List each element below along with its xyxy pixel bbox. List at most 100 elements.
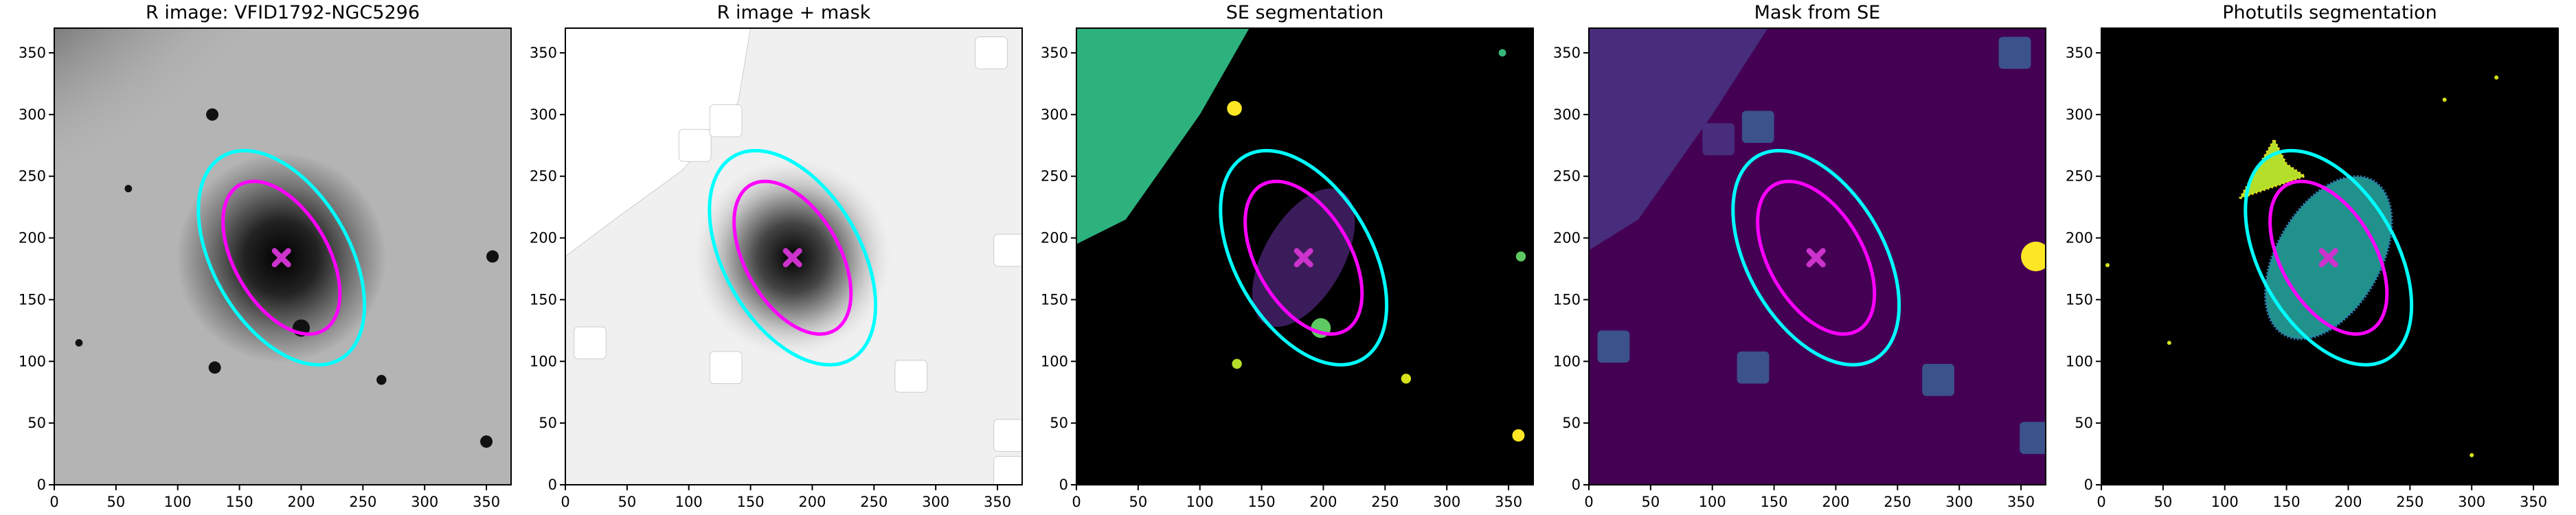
image-feature	[1515, 251, 1526, 262]
image-feature	[1922, 363, 1954, 396]
image-feature	[1512, 429, 1525, 442]
x-tick-label: 50	[106, 494, 125, 510]
image-feature	[1232, 358, 1242, 369]
x-tick-label: 250	[2396, 494, 2424, 510]
center-marker	[1806, 248, 1826, 268]
x-tick-label: 0	[561, 494, 569, 510]
image-feature	[124, 185, 133, 193]
y-tick-label: 100	[19, 353, 46, 369]
y-tick-label: 200	[2066, 230, 2093, 247]
x-tick-label: 50	[1641, 494, 1660, 510]
aperture-ellipse	[1243, 179, 1364, 336]
image-feature	[709, 351, 743, 385]
panel-title: Photutils segmentation	[2222, 2, 2437, 23]
image-feature	[54, 28, 339, 238]
x-tick-label: 350	[2007, 494, 2035, 510]
aperture-ellipse	[2244, 148, 2414, 367]
image-feature	[709, 104, 743, 137]
panel-title: SE segmentation	[1226, 2, 1383, 23]
x-tick-label: 250	[860, 494, 888, 510]
x-tick-label: 300	[2458, 494, 2485, 510]
image-feature	[206, 108, 219, 121]
y-tick-label: 150	[2066, 291, 2093, 308]
x-tick-label: 0	[1072, 494, 1081, 510]
x-tick-label: 300	[1945, 494, 1973, 510]
y-tick-label: 50	[539, 415, 557, 431]
image-feature	[486, 250, 499, 263]
y-tick-label: 100	[530, 353, 557, 369]
image-feature	[2470, 453, 2474, 457]
x-tick-label: 100	[164, 494, 192, 510]
y-tick-label: 200	[1553, 230, 1581, 247]
x-tick-label: 200	[287, 494, 315, 510]
y-tick-label: 150	[1553, 291, 1581, 308]
y-tick-label: 50	[2075, 415, 2093, 431]
center-marker	[782, 248, 802, 268]
x-tick-label: 100	[2211, 494, 2239, 510]
x-tick-label: 300	[411, 494, 438, 510]
image-feature	[565, 28, 752, 258]
y-tick-label: 200	[1041, 230, 1068, 247]
axes-frame	[54, 27, 512, 485]
image-feature	[2105, 263, 2110, 268]
x-tick-label: 200	[2334, 494, 2362, 510]
y-tick-label: 200	[530, 230, 557, 247]
image-feature	[1589, 28, 1768, 251]
panel-title: R image: VFID1792-NGC5296	[146, 2, 420, 23]
aperture-ellipse	[708, 148, 878, 367]
panel: R image: VFID1792-NGC5296 0 50 100 150 200 250…	[19, 2, 512, 510]
image-feature	[1597, 330, 1630, 363]
x-tick-label: 0	[1584, 494, 1593, 510]
image-feature	[376, 375, 387, 385]
center-marker	[2318, 248, 2338, 268]
image-feature	[480, 435, 493, 448]
image-feature	[975, 36, 1008, 69]
image	[54, 28, 511, 485]
image-feature	[2021, 241, 2046, 272]
aperture-ellipse	[732, 179, 853, 336]
y-tick-label: 350	[1553, 45, 1581, 61]
x-tick-label: 150	[1248, 494, 1276, 510]
x-tick-label: 350	[473, 494, 500, 510]
x-tick-label: 250	[349, 494, 376, 510]
aperture-ellipse	[221, 179, 342, 336]
y-tick-label: 0	[37, 477, 46, 493]
x-tick-label: 250	[1884, 494, 1911, 510]
y-tick-label: 50	[27, 415, 46, 431]
image-feature	[2167, 341, 2171, 345]
image-feature	[1741, 111, 1774, 144]
panel: Mask from SE 0 50 100 150 200 250 300 350 0 50 100 1…	[1553, 2, 2046, 510]
aperture-ellipse	[196, 148, 367, 367]
x-tick-label: 300	[1433, 494, 1460, 510]
panel: R image + mask 0 50 100 150 200 250 300 350 0 50 10…	[530, 2, 1023, 510]
aperture-ellipse	[1731, 148, 1901, 367]
x-tick-label: 350	[2520, 494, 2547, 510]
panel-title: R image + mask	[717, 2, 871, 23]
image-feature	[2237, 137, 2307, 201]
y-tick-label: 150	[1041, 291, 1068, 308]
image-feature	[894, 359, 928, 393]
image	[565, 28, 1022, 485]
x-tick-label: 50	[618, 494, 636, 510]
image-feature	[993, 456, 1022, 485]
image-feature	[678, 128, 712, 162]
aperture-ellipse	[1219, 148, 1389, 367]
y-tick-label: 50	[1050, 415, 1068, 431]
x-tick-label: 0	[49, 494, 58, 510]
aperture-ellipse	[1756, 179, 1877, 336]
panel: Photutils segmentation 0 50 100 150 200 250 300…	[2066, 2, 2559, 510]
panel: SE segmentation 0 50 100 150 200 250 300 350 0 50 1…	[1041, 2, 1534, 510]
image-feature	[2494, 75, 2499, 80]
image	[2101, 28, 2558, 485]
x-tick-label: 350	[1495, 494, 1522, 510]
aperture-ellipse	[2268, 179, 2389, 336]
image-feature	[1227, 101, 1242, 116]
x-tick-label: 150	[226, 494, 253, 510]
y-tick-label: 0	[1059, 477, 1068, 493]
y-tick-label: 0	[548, 477, 557, 493]
y-tick-label: 300	[2066, 106, 2093, 123]
y-tick-label: 350	[1041, 45, 1068, 61]
axes-frame	[1076, 27, 1534, 485]
y-tick-label: 50	[1562, 415, 1581, 431]
